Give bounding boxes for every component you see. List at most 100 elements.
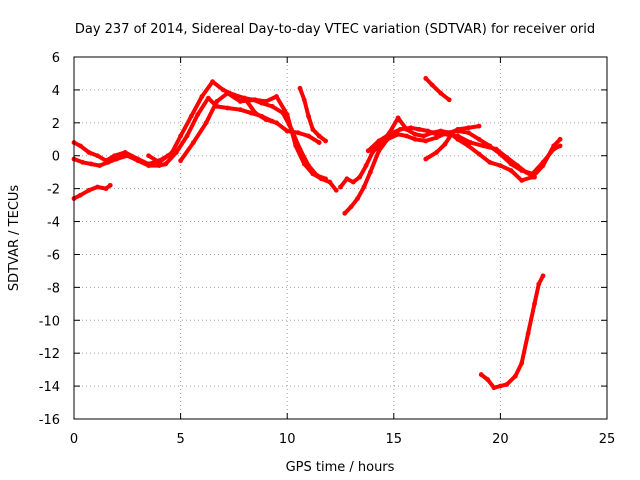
data-point	[557, 136, 563, 142]
data-point	[95, 153, 100, 159]
data-point	[214, 99, 220, 104]
data-point	[525, 331, 531, 336]
y-tick-label: -16	[39, 413, 60, 428]
data-point	[446, 97, 452, 103]
data-point	[310, 126, 316, 132]
y-tick-label: -2	[47, 183, 60, 198]
data-point	[135, 158, 141, 164]
x-tick-label: 5	[176, 432, 184, 447]
data-point	[178, 133, 184, 139]
data-point	[504, 154, 510, 160]
data-point	[190, 140, 196, 145]
data-point	[425, 128, 431, 134]
data-point	[295, 130, 301, 136]
data-point	[376, 148, 382, 154]
data-point	[327, 179, 333, 185]
y-tick-label: 4	[52, 84, 60, 99]
series-line-seg5	[178, 91, 339, 193]
data-point	[77, 143, 83, 149]
data-point	[357, 174, 363, 180]
data-point	[114, 156, 120, 162]
data-point	[412, 136, 418, 142]
data-point	[442, 141, 448, 147]
data-point	[416, 126, 422, 132]
data-point	[348, 204, 354, 210]
y-tick-label: -10	[39, 314, 60, 329]
data-point	[124, 153, 130, 159]
data-point	[156, 163, 162, 169]
series-line-seg14	[479, 273, 545, 390]
data-point	[310, 171, 316, 177]
data-point	[370, 150, 375, 155]
data-point	[316, 133, 322, 139]
data-point	[105, 159, 111, 165]
y-tick-label: 2	[52, 117, 60, 132]
data-point	[103, 186, 109, 192]
data-point	[146, 163, 152, 169]
data-point	[476, 123, 482, 129]
data-point	[365, 148, 371, 154]
data-point	[350, 179, 356, 185]
data-point	[173, 150, 179, 155]
data-point	[77, 192, 83, 198]
data-point	[210, 79, 215, 85]
data-point	[512, 373, 518, 379]
data-point	[323, 138, 328, 144]
data-point	[225, 90, 230, 96]
data-point	[274, 120, 279, 126]
data-point	[355, 196, 360, 201]
y-tick-label: -4	[47, 216, 60, 231]
data-point	[493, 146, 499, 152]
data-point	[434, 150, 439, 155]
data-point	[205, 95, 211, 101]
data-point	[434, 135, 439, 141]
data-point	[220, 87, 226, 93]
data-point	[156, 159, 162, 165]
data-point	[480, 143, 486, 149]
data-point	[423, 75, 429, 81]
y-tick-label: -14	[39, 380, 60, 395]
data-point	[395, 115, 401, 121]
data-point	[476, 151, 482, 157]
data-point	[242, 95, 247, 101]
data-point	[455, 126, 461, 132]
y-tick-label: -8	[47, 281, 60, 296]
data-point	[316, 140, 322, 145]
data-point	[146, 153, 152, 159]
data-point	[536, 281, 542, 287]
data-point	[504, 382, 510, 387]
series-line-seg11	[423, 132, 563, 183]
data-point	[342, 210, 348, 216]
data-point	[367, 169, 373, 175]
x-tick-label: 20	[492, 432, 509, 447]
x-axis-label: GPS time / hours	[286, 460, 395, 475]
data-point	[438, 90, 444, 96]
data-point	[252, 97, 258, 103]
data-point	[376, 138, 382, 144]
plot-frame	[73, 56, 608, 420]
data-point	[169, 150, 175, 155]
data-point	[519, 178, 525, 183]
grid-layer	[74, 57, 607, 419]
data-point	[88, 161, 94, 167]
series-layer	[71, 75, 563, 391]
x-tick-label: 10	[279, 432, 296, 447]
data-point	[361, 184, 367, 190]
data-point	[404, 133, 409, 139]
series-line-seg8	[338, 115, 460, 189]
data-point	[412, 131, 418, 137]
data-point	[523, 169, 529, 175]
data-point	[237, 99, 243, 104]
data-point	[557, 143, 563, 149]
data-point	[86, 150, 92, 155]
data-point	[485, 377, 491, 382]
data-point	[338, 184, 343, 190]
data-point	[97, 163, 102, 169]
data-point	[455, 133, 461, 139]
data-point	[423, 138, 429, 144]
data-point	[86, 187, 92, 193]
data-point	[284, 112, 290, 117]
data-point	[269, 103, 275, 109]
